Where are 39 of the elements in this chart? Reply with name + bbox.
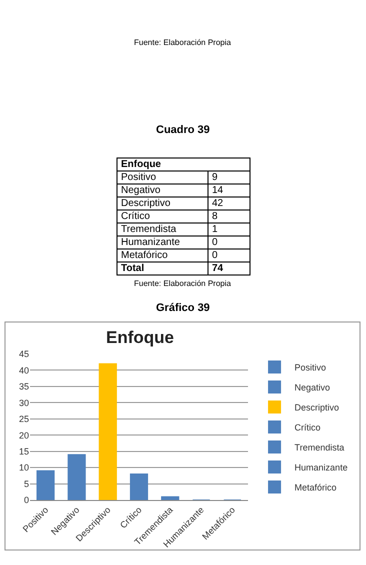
y-tick-label: 20 — [18, 430, 29, 440]
category-label: Humanizante — [121, 237, 180, 248]
text: 1 — [212, 224, 218, 235]
text: Cuadro 39 — [156, 124, 210, 136]
category-label: Positivo — [121, 172, 156, 183]
y-tick-label: 5 — [24, 478, 29, 489]
category-label: Tremendista — [121, 224, 176, 235]
text: 14 — [212, 185, 224, 196]
text: 9 — [212, 172, 218, 183]
y-tick-label: 45 — [18, 349, 29, 360]
text: 0 — [212, 250, 218, 261]
legend-label: Crítico — [294, 422, 321, 433]
text: 42 — [212, 198, 224, 209]
chart-title: Enfoque — [106, 328, 174, 347]
legend-label: Humanizante — [294, 462, 348, 473]
text: 74 — [212, 263, 224, 274]
y-tick-label: 10 — [18, 462, 29, 473]
y-tick-label: 0 — [24, 495, 29, 506]
y-tick-label: 30 — [18, 398, 29, 408]
text: 8 — [212, 211, 218, 222]
legend-label: Negativo — [294, 382, 330, 393]
y-tick-label: 25 — [18, 414, 29, 424]
chart-title: Enfoque — [121, 159, 161, 170]
source-note: Fuente: Elaboración Propia — [134, 38, 232, 47]
category-label: Crítico — [121, 211, 150, 222]
y-tick-label: 35 — [18, 382, 29, 392]
legend-label: Tremendista — [294, 442, 344, 453]
y-tick-label: 15 — [18, 446, 29, 456]
text: 0 — [212, 237, 218, 248]
source-note: Fuente: Elaboración Propia — [134, 279, 232, 288]
text: Total — [121, 263, 144, 274]
text: Gráfico 39 — [156, 302, 210, 314]
y-tick-label: 40 — [18, 365, 29, 376]
category-label: Metafórico — [121, 250, 168, 261]
legend-label: Metafórico — [294, 482, 337, 493]
category-label: Negativo — [121, 185, 160, 196]
legend-label: Descriptivo — [294, 402, 340, 413]
category-label: Descriptivo — [121, 198, 170, 209]
legend-label: Positivo — [294, 362, 326, 373]
